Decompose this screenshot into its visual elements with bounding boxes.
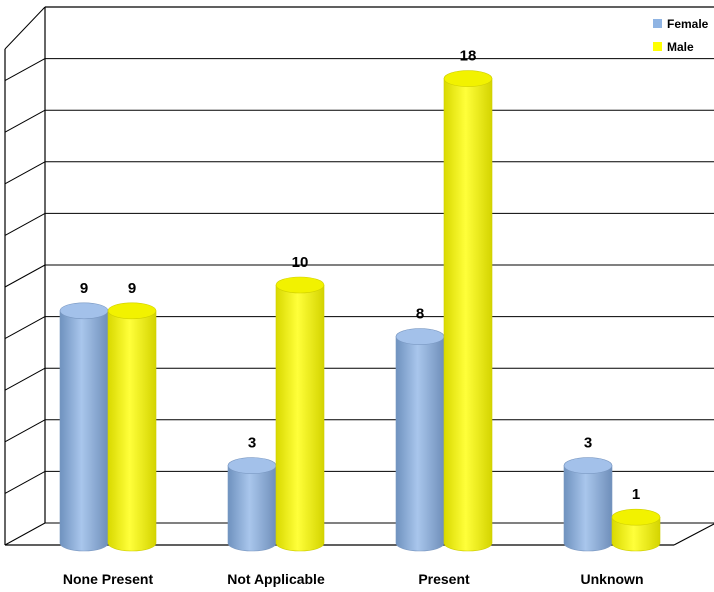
data-label: 18: [460, 48, 477, 65]
category-label: Unknown: [581, 571, 644, 587]
data-label: 8: [416, 306, 424, 323]
category-label: Not Applicable: [227, 571, 325, 587]
bar-top: [107, 302, 157, 320]
side-gridline: [4, 316, 46, 340]
bar-body: [563, 465, 613, 552]
bar-body: [275, 284, 325, 552]
bar: [395, 328, 445, 552]
bar-top: [611, 508, 661, 526]
legend: Female Male: [653, 17, 709, 54]
bar-top: [59, 302, 109, 320]
category-label: Present: [418, 571, 470, 587]
bar-top: [395, 328, 445, 345]
grid-layer: [4, 6, 714, 546]
bar-top: [563, 457, 613, 474]
legend-swatch: [653, 19, 662, 28]
bar: [59, 302, 109, 552]
bar: [227, 457, 277, 552]
bar-top: [443, 70, 493, 87]
category-label: None Present: [63, 571, 154, 587]
bar-body: [107, 310, 157, 552]
data-label: 9: [80, 280, 88, 297]
bar-top: [227, 457, 277, 474]
bar: [275, 276, 325, 552]
side-gridline: [4, 109, 46, 133]
bars-layer: [59, 70, 661, 552]
floor-right-edge: [673, 523, 714, 546]
bar: [443, 70, 493, 552]
side-gridline: [4, 264, 46, 288]
side-gridline: [4, 6, 46, 50]
side-gridline: [4, 212, 46, 236]
side-gridline: [4, 522, 46, 546]
bar-body: [611, 516, 661, 552]
bar: [107, 302, 157, 552]
legend-label: Male: [667, 40, 694, 54]
data-label: 3: [248, 435, 256, 452]
labels-layer: 9 9 None Present 3 10 Not Applicable 8 18 Presen…: [63, 48, 644, 587]
legend-label: Female: [667, 17, 709, 31]
data-label: 3: [584, 435, 592, 452]
data-label: 10: [292, 254, 309, 271]
side-gridline: [4, 367, 46, 391]
side-gridline: [4, 470, 46, 494]
bar-body: [443, 78, 493, 552]
side-gridline: [4, 58, 46, 82]
bar: [611, 508, 661, 552]
data-label: 9: [128, 280, 136, 297]
bar-body: [227, 465, 277, 552]
bar-top: [275, 276, 325, 294]
bar-body: [59, 310, 109, 552]
legend-swatch: [653, 42, 662, 51]
bar-body: [395, 336, 445, 552]
side-gridline: [4, 161, 46, 185]
side-gridline: [4, 419, 46, 443]
data-label: 1: [632, 486, 640, 503]
bar: [563, 457, 613, 552]
